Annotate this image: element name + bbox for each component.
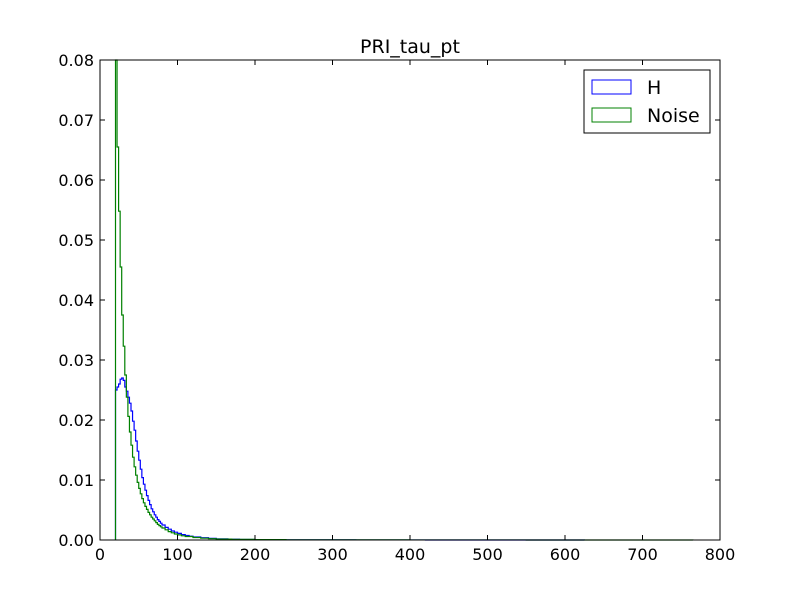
x-tick-label: 800 [705,545,736,564]
y-tick-label: 0.00 [58,531,94,550]
series-layer [114,59,694,541]
x-tick-label: 600 [550,545,581,564]
x-tick-label: 700 [627,545,658,564]
x-tick-label: 100 [162,545,193,564]
legend-swatch-h [591,79,632,95]
x-tick-label: 300 [317,545,348,564]
chart-title: PRI_tau_pt [360,36,460,58]
y-tick-label: 0.01 [58,471,94,490]
plot-frame [99,59,721,541]
y-tick-label: 0.07 [58,111,94,130]
x-tick-label: 0 [95,545,105,564]
x-tick-label: 500 [472,545,503,564]
tick-layer: 0 100 200 300 400 500 600 700 800 0.00 0.01 0.02 0.0… [58,51,735,564]
y-tick-label: 0.08 [58,51,94,70]
y-tick-label: 0.03 [58,351,94,370]
legend-swatch-noise [591,107,632,123]
y-tick-label: 0.05 [58,231,94,250]
legend-label-h: H [647,77,661,99]
legend-label-noise: Noise [647,105,700,127]
y-tick-label: 0.04 [58,291,94,310]
y-tick-label: 0.02 [58,411,94,430]
series-line-noise [114,59,694,541]
x-tick-label: 200 [240,545,271,564]
x-tick-label: 400 [395,545,426,564]
y-tick-label: 0.06 [58,171,94,190]
legend: H Noise [583,69,711,134]
